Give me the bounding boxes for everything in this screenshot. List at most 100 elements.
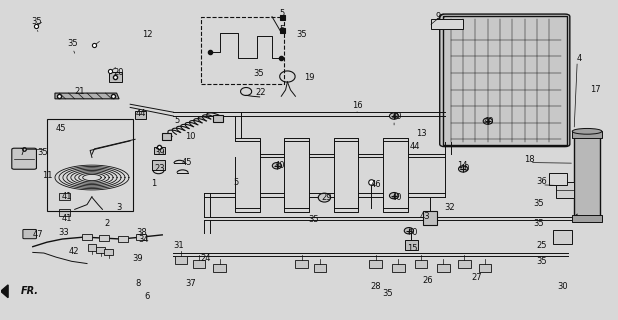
Text: 26: 26 — [422, 276, 433, 285]
Text: 30: 30 — [557, 282, 569, 291]
Text: 5: 5 — [279, 9, 284, 18]
Text: 2: 2 — [104, 219, 109, 228]
Text: 41: 41 — [62, 214, 72, 223]
Bar — [104, 249, 113, 255]
Bar — [280, 15, 285, 20]
Text: 16: 16 — [352, 101, 362, 110]
Text: 35: 35 — [253, 69, 264, 78]
Text: 35: 35 — [533, 219, 544, 228]
Bar — [118, 236, 128, 242]
Bar — [478, 264, 491, 272]
Bar — [109, 72, 122, 82]
Bar — [549, 173, 567, 186]
Ellipse shape — [273, 163, 282, 169]
Text: 38: 38 — [136, 228, 146, 237]
Text: 9: 9 — [436, 12, 441, 21]
Polygon shape — [55, 93, 119, 99]
Bar — [556, 182, 574, 198]
Bar — [213, 116, 222, 123]
Bar — [405, 240, 418, 250]
Bar — [444, 16, 567, 145]
Text: 20: 20 — [114, 68, 124, 77]
Bar — [415, 260, 428, 268]
Bar — [152, 160, 166, 170]
Text: 1: 1 — [151, 180, 156, 188]
Text: 35: 35 — [296, 30, 307, 39]
Ellipse shape — [318, 193, 331, 202]
Text: 45: 45 — [182, 158, 192, 167]
Polygon shape — [1, 285, 8, 298]
Text: 40: 40 — [391, 113, 402, 122]
Text: 35: 35 — [533, 199, 544, 208]
Bar — [174, 256, 187, 264]
Bar — [552, 230, 572, 244]
Bar — [154, 147, 165, 154]
Bar — [201, 17, 284, 84]
Text: 23: 23 — [154, 164, 165, 173]
Ellipse shape — [389, 193, 399, 199]
Bar — [82, 234, 92, 240]
Bar — [193, 260, 205, 268]
Bar — [438, 264, 449, 272]
Text: 11: 11 — [41, 172, 52, 180]
Text: 15: 15 — [407, 244, 418, 253]
Text: 31: 31 — [173, 241, 184, 250]
Ellipse shape — [389, 113, 399, 119]
Text: 5: 5 — [279, 25, 284, 34]
Text: 41: 41 — [62, 192, 72, 201]
Text: 40: 40 — [407, 228, 418, 237]
Text: 5: 5 — [174, 116, 180, 125]
Bar — [163, 133, 172, 140]
Bar — [99, 235, 109, 241]
Text: 8: 8 — [135, 279, 140, 288]
Text: 45: 45 — [56, 124, 66, 132]
Text: FR.: FR. — [21, 286, 40, 296]
Bar — [59, 209, 70, 216]
Text: 14: 14 — [457, 161, 467, 170]
Text: 40: 40 — [459, 164, 470, 173]
Text: 44: 44 — [136, 109, 146, 118]
Text: 29: 29 — [321, 193, 331, 202]
Bar — [572, 131, 602, 138]
Bar — [431, 19, 463, 29]
Text: 39: 39 — [132, 254, 143, 263]
Text: 47: 47 — [32, 230, 43, 239]
Bar — [392, 264, 405, 272]
Text: 10: 10 — [185, 132, 196, 140]
Text: 33: 33 — [58, 228, 69, 237]
Text: 7: 7 — [20, 148, 25, 156]
Ellipse shape — [572, 128, 602, 134]
Text: 36: 36 — [536, 177, 548, 186]
Text: 5: 5 — [234, 178, 239, 187]
Text: 35: 35 — [383, 289, 393, 298]
Text: 32: 32 — [444, 203, 455, 212]
Text: 37: 37 — [185, 279, 196, 288]
FancyBboxPatch shape — [12, 148, 36, 169]
Text: 39: 39 — [154, 148, 165, 156]
Bar — [574, 136, 600, 220]
Text: 43: 43 — [420, 212, 430, 221]
Text: 35: 35 — [67, 39, 78, 48]
Text: 3: 3 — [116, 203, 122, 212]
Ellipse shape — [404, 228, 413, 234]
Ellipse shape — [483, 118, 493, 124]
Bar — [423, 211, 437, 225]
Bar — [295, 260, 308, 268]
Text: 4: 4 — [577, 53, 582, 62]
Text: 28: 28 — [370, 282, 381, 291]
Bar — [137, 234, 146, 240]
Text: 21: 21 — [74, 87, 85, 96]
Text: 42: 42 — [68, 247, 78, 256]
Text: 24: 24 — [200, 254, 211, 263]
Text: 27: 27 — [472, 273, 482, 282]
Text: 40: 40 — [484, 116, 494, 126]
Text: 44: 44 — [410, 142, 420, 151]
Bar — [314, 264, 326, 272]
Text: 35: 35 — [537, 257, 548, 266]
Text: 35: 35 — [308, 215, 320, 224]
Bar — [213, 264, 226, 272]
Bar — [88, 244, 96, 251]
Bar — [280, 28, 285, 33]
FancyBboxPatch shape — [440, 14, 570, 147]
Text: 40: 40 — [274, 161, 285, 170]
